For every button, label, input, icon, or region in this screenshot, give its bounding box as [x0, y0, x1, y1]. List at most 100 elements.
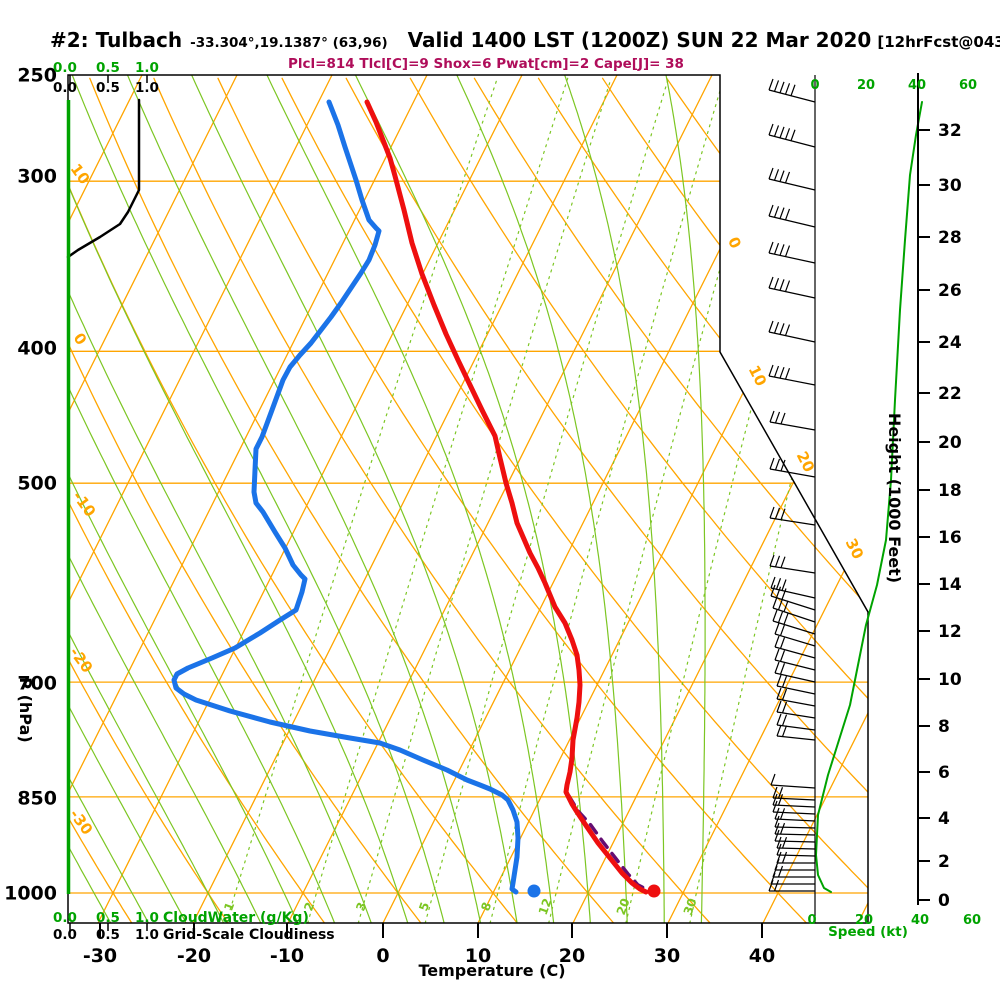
cloudwater-scale-bottom-label: 0.5 — [96, 910, 120, 926]
cloudiness-scale-bottom-label: 1.0 — [135, 927, 159, 943]
dry-adiabat-label: -30 — [66, 806, 96, 839]
speed-axis-title: Speed (kt) — [828, 924, 908, 940]
moist-adiabat-line — [454, 75, 629, 923]
cloudwater-axis-title: CloudWater (g/Kg) — [163, 910, 309, 926]
temperature-tick-label: 0 — [376, 945, 389, 967]
pressure-tick-label: 300 — [17, 166, 57, 188]
wind-barb — [772, 800, 816, 815]
temperature-tick-label: 40 — [749, 945, 775, 967]
forecast-cycle-label: [12hrFcst@0433z] — [877, 33, 1000, 51]
cloudiness-scale-top-label: 0.0 — [53, 80, 77, 96]
cloudiness-scale-top-label: 1.0 — [135, 80, 159, 96]
cloudwater-scale-top-label: 0.5 — [96, 60, 120, 76]
cloudiness-scale-bottom-label: 0.5 — [96, 927, 120, 943]
plot-boundary — [67, 74, 869, 924]
cloudwater-scale-top-label: 0.0 — [53, 60, 77, 76]
cloudiness-profile-curve — [66, 98, 141, 259]
wind-barb — [768, 78, 816, 103]
sounding-profiles-group — [66, 98, 923, 898]
temperature-tick-label: 10 — [465, 945, 491, 967]
height-tick-label: 20 — [938, 433, 962, 453]
moist-adiabat-line — [68, 75, 190, 923]
dry-adiabat-label: 10 — [67, 160, 94, 187]
speed-scale-top-label: 20 — [857, 78, 875, 93]
cloudwater-scale-top-label: 1.0 — [135, 60, 159, 76]
mixing-ratio-label: 8 — [478, 900, 494, 913]
wind-barb — [776, 674, 816, 695]
height-tick-label: 18 — [938, 481, 962, 501]
wind-barb — [769, 410, 816, 431]
dry-adiabat-line — [473, 77, 868, 923]
dry-adiabat-line — [89, 77, 615, 923]
wind-barb — [772, 865, 815, 878]
surface-temperature-dot — [647, 884, 661, 898]
isotherm-line — [287, 75, 713, 923]
cloudiness-scale-bottom-label: 0.0 — [53, 927, 77, 943]
cloudwater-scale-bottom-label: 1.0 — [135, 910, 159, 926]
isotherm-line — [382, 75, 808, 923]
wind-barb — [776, 724, 816, 741]
pressure-tick-label: 500 — [17, 473, 57, 495]
mixing-ratio-label: 12 — [536, 896, 555, 916]
mixing-ratio-line — [357, 77, 612, 923]
height-tick-label: 22 — [938, 384, 962, 404]
dry-adiabat-label: -10 — [69, 488, 99, 521]
height-tick-label: 0 — [938, 891, 950, 911]
isotherm-line — [68, 75, 238, 923]
pressure-tick-label: 250 — [17, 65, 57, 87]
wind-barb — [768, 167, 816, 191]
moist-adiabat-line — [70, 75, 447, 923]
pressure-axis-title: P (hPa) — [16, 677, 35, 742]
temperature-curve — [364, 99, 649, 895]
valid-time-title: Valid 1400 LST (1200Z) SUN 22 Mar 2020 — [407, 28, 872, 52]
station-title: #2: Tulbach — [50, 28, 183, 52]
moist-adiabat-line — [68, 75, 265, 923]
wind-barb — [772, 786, 816, 801]
wind-barb — [768, 276, 816, 299]
wind-barb — [774, 815, 816, 829]
wind-barb — [776, 687, 816, 707]
moist-adiabat-line — [562, 75, 665, 923]
wind-barb — [774, 635, 816, 659]
mixing-ratio-label: 3 — [353, 900, 369, 913]
dry-adiabat-line — [217, 77, 808, 923]
dry-adiabat-line — [281, 77, 868, 923]
height-tick-label: 14 — [938, 575, 962, 595]
mixing-ratio-line — [307, 77, 569, 923]
height-tick-label: 16 — [938, 528, 962, 548]
speed-scale-bottom-label: 20 — [855, 913, 873, 928]
temperature-axis-group: -30 -20 -10 0 10 20 30 40 Temperature (C) — [83, 923, 775, 980]
wind-barb — [776, 700, 816, 719]
cloudwater-scale-bottom-label: 0.0 — [53, 910, 77, 926]
isotherm-line — [192, 75, 618, 923]
moist-adiabat-line — [68, 75, 374, 923]
moist-adiabat-line — [68, 75, 410, 923]
speed-scale-top-label: 60 — [959, 78, 977, 93]
dry-adiabat-label: -20 — [66, 644, 96, 677]
moist-adiabat-line — [68, 75, 338, 923]
height-axis-title: Height (1000 Feet) — [885, 413, 904, 583]
temperature-tick-label: -20 — [177, 945, 211, 967]
wind-barb — [772, 596, 816, 623]
isotherm-line — [572, 75, 868, 923]
wind-barb — [776, 843, 816, 857]
cloud-scales-group: 0.00.00.00.00.50.50.50.51.01.01.01.0Clou… — [53, 60, 335, 943]
wind-barb — [774, 661, 816, 683]
dry-adiabat-label: 0 — [70, 330, 91, 349]
wind-barb — [774, 648, 816, 671]
wind-barb — [768, 123, 816, 148]
dry-adiabat-line — [68, 77, 229, 923]
height-tick-label: 28 — [938, 228, 962, 248]
temperature-tick-label: -10 — [270, 945, 304, 967]
pressure-tick-label: 400 — [17, 338, 57, 360]
isotherm-line — [68, 75, 143, 923]
height-tick-label: 32 — [938, 121, 962, 141]
dry-adiabat-line — [68, 77, 518, 923]
wind-barb — [776, 713, 816, 731]
height-tick-label: 26 — [938, 281, 962, 301]
dry-adiabat-line — [68, 77, 422, 923]
moist-adiabat-line — [68, 75, 153, 923]
height-tick-label: 8 — [938, 717, 950, 737]
moist-adiabat-line — [68, 75, 301, 923]
